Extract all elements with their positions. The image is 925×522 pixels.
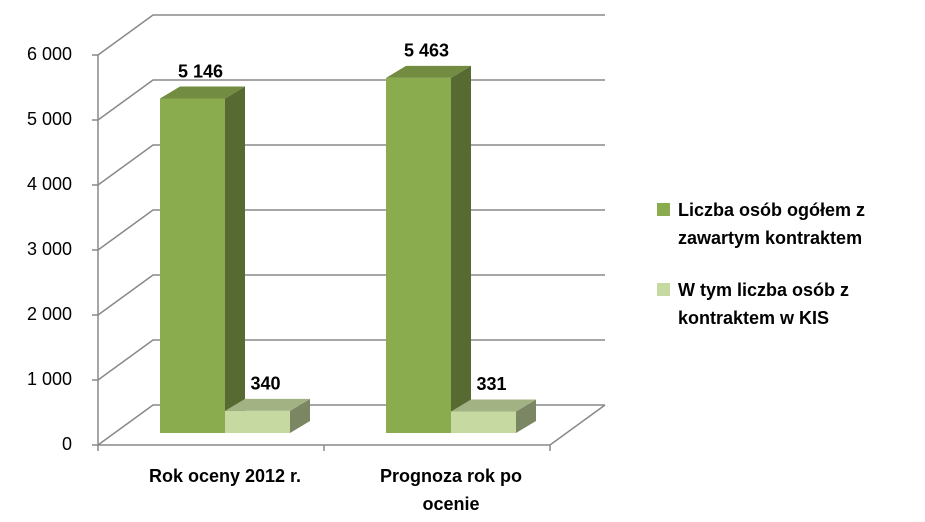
bar-side xyxy=(516,399,536,433)
bar-top xyxy=(225,398,310,411)
bar xyxy=(386,77,451,433)
data-label: 340 xyxy=(250,374,280,394)
data-label: 331 xyxy=(476,374,506,394)
y-tick-label: 0 xyxy=(62,434,72,454)
legend-label: Liczba osób ogółem z zawartym kontraktem xyxy=(678,200,866,248)
bar-side xyxy=(290,398,310,433)
bar-side xyxy=(451,65,471,433)
x-tick-label: Prognoza rok po ocenie xyxy=(379,466,522,514)
legend-swatch xyxy=(657,283,670,296)
y-tick-label: 5 000 xyxy=(27,109,72,129)
grid-line xyxy=(97,14,605,56)
bar xyxy=(451,411,516,433)
legend-swatch xyxy=(657,203,670,216)
y-tick-label: 1 000 xyxy=(27,369,72,389)
bar-top xyxy=(160,86,245,99)
bar xyxy=(225,410,290,433)
bar-side xyxy=(225,86,245,433)
y-tick-label: 6 000 xyxy=(27,44,72,64)
bar-top xyxy=(386,65,471,78)
data-label: 5 146 xyxy=(178,61,223,81)
legend-label: W tym liczba osób z kontraktem w KIS xyxy=(678,280,850,328)
x-tick-label: Rok oceny 2012 r. xyxy=(148,466,302,486)
y-tick-label: 2 000 xyxy=(27,304,72,324)
bar xyxy=(160,98,225,433)
bar-top xyxy=(451,399,536,412)
y-tick-label: 3 000 xyxy=(27,239,72,259)
y-tick-label: 4 000 xyxy=(27,174,72,194)
data-label: 5 463 xyxy=(404,41,449,61)
